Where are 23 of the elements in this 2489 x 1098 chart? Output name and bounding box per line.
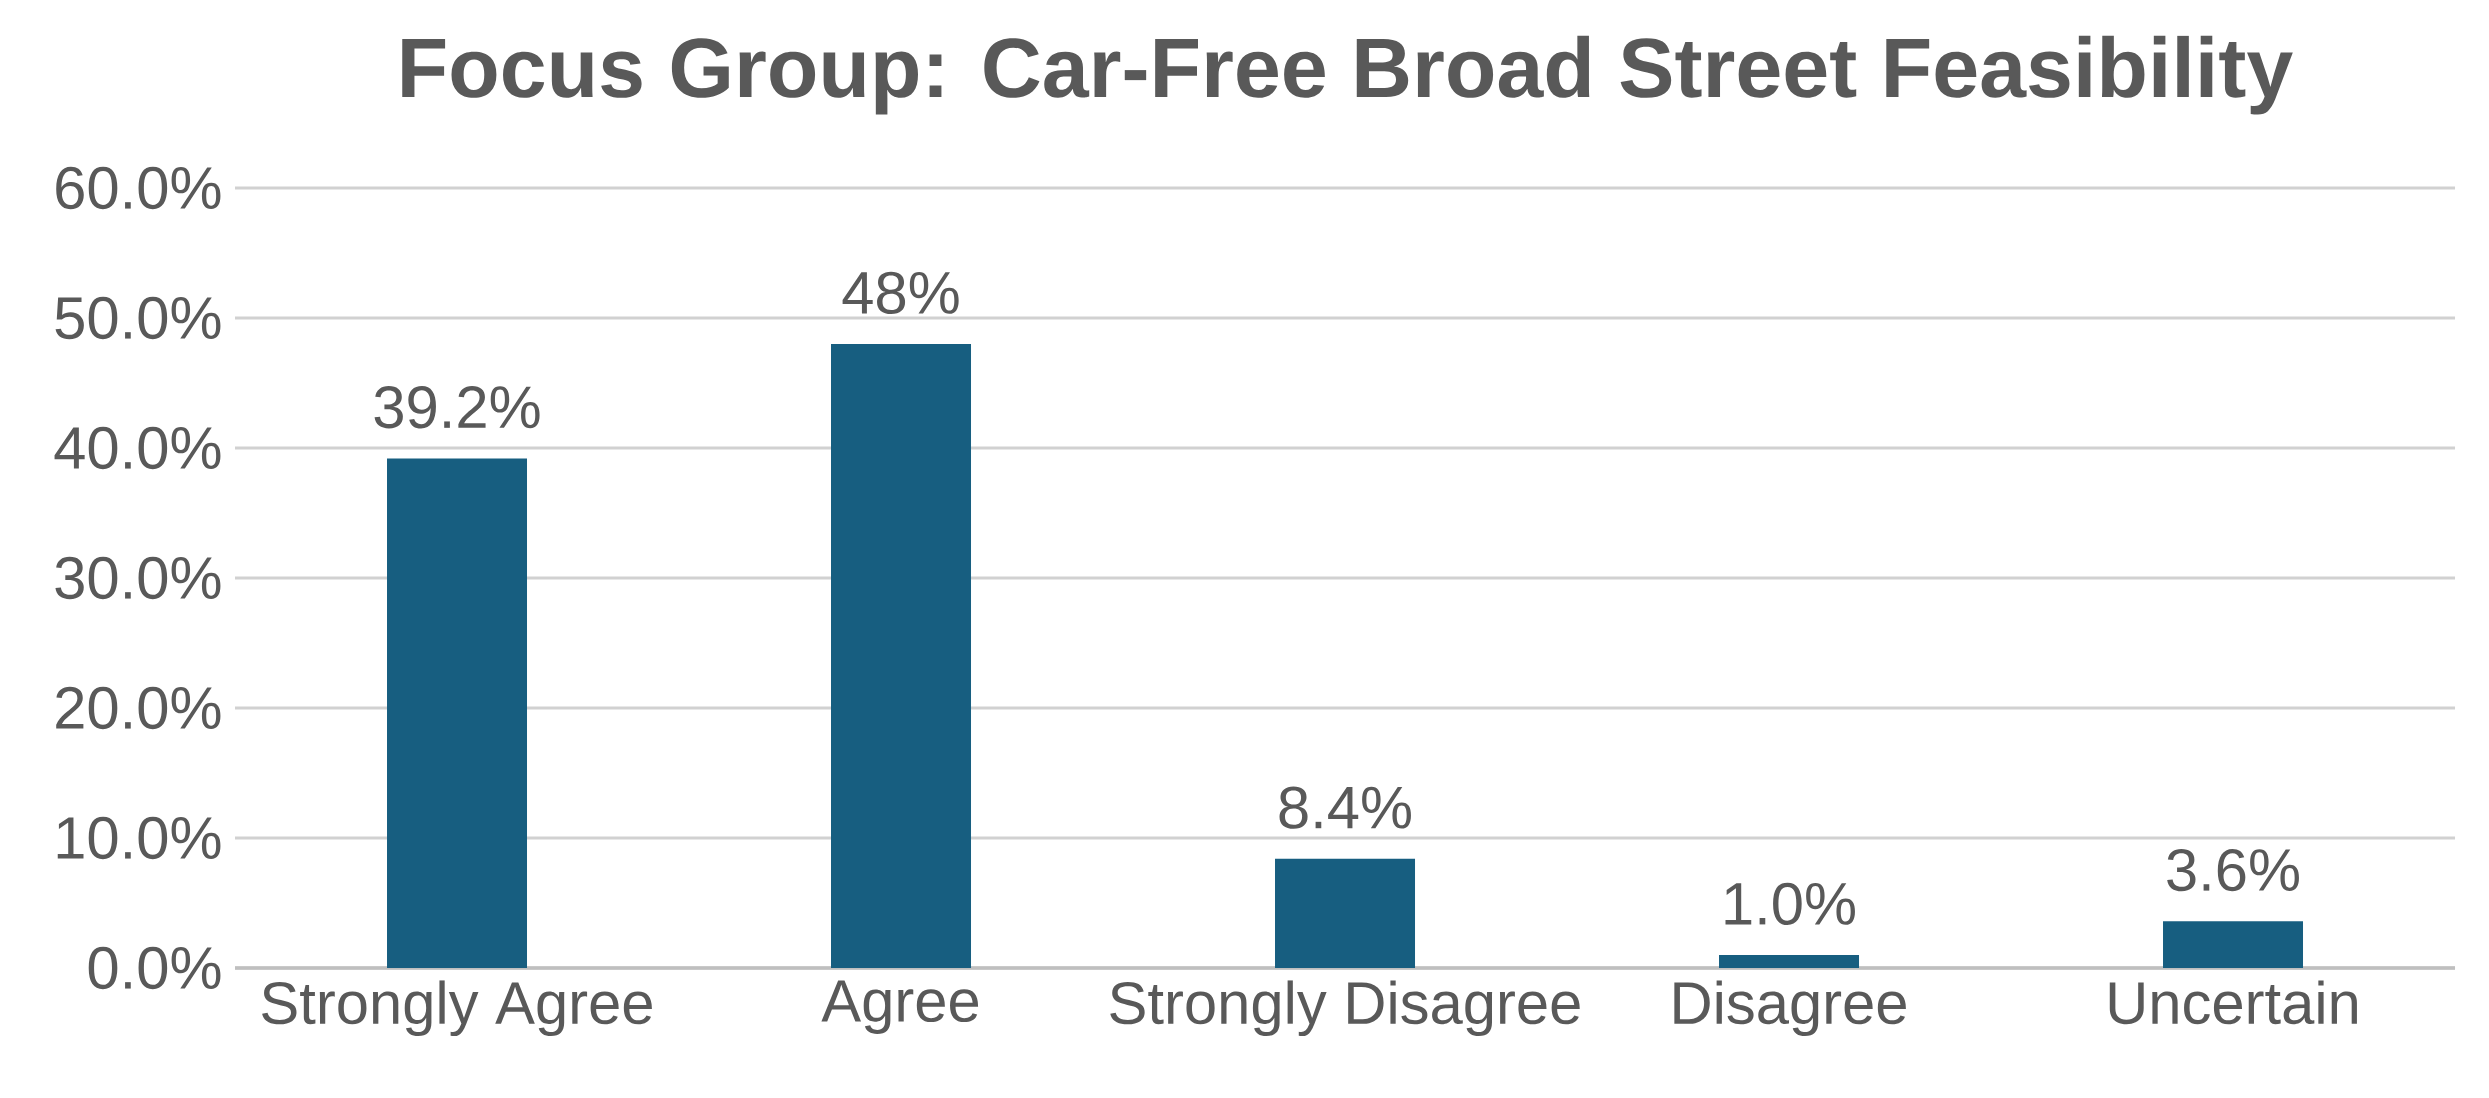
x-tick-label: Agree [821, 980, 979, 1034]
y-tick-label: 50.0% [55, 296, 221, 340]
y-tick-label: 40.0% [54, 426, 221, 470]
bar [387, 458, 528, 968]
data-label: 3.6% [2167, 848, 2299, 892]
y-tick-label: 60.0% [56, 166, 221, 210]
x-tick-label: Strongly Agree [262, 980, 652, 1037]
data-label: 8.4% [1279, 786, 1411, 829]
y-tick-label: 30.0% [55, 556, 221, 600]
chart-title: Focus Group: Car-Free Broad Street Feasibility [402, 35, 2293, 115]
bar [2163, 921, 2304, 968]
data-label: 1.0% [1725, 882, 1855, 926]
data-label: 48% [842, 271, 959, 315]
y-tick-label: 20.0% [56, 686, 221, 730]
bar [1719, 954, 1860, 968]
bar [831, 344, 972, 968]
data-label: 39.2% [374, 386, 540, 429]
x-tick-label: Strongly Disagree [1110, 980, 1580, 1037]
x-tick-label: Disagree [1674, 980, 1906, 1037]
x-tick-label: Uncertain [2109, 980, 2357, 1025]
y-tick-label: 10.0% [57, 816, 221, 860]
bar [1275, 858, 1416, 968]
y-tick-label: 0.0% [88, 946, 221, 990]
